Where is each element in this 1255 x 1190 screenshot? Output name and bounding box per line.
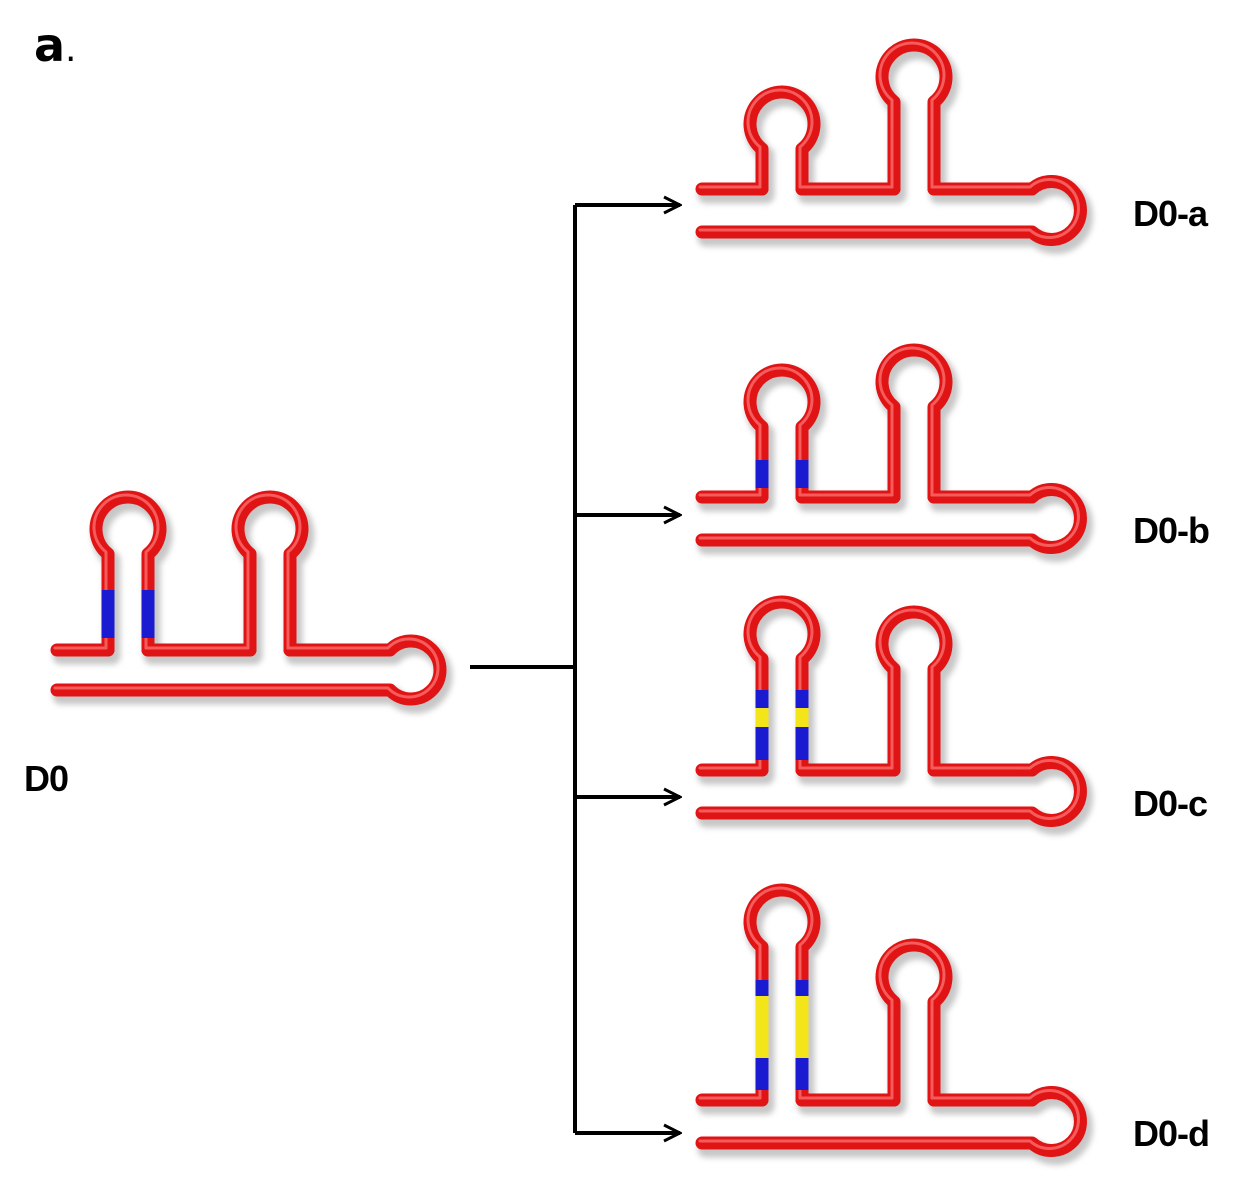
source-label: D0 (24, 758, 69, 799)
blue-segment-left (101, 590, 115, 638)
molecules (50, 38, 1093, 1165)
yellow-segment-left (755, 708, 769, 727)
blue-segment-left (755, 727, 769, 760)
blue-segment-right (795, 1058, 809, 1090)
yellow-segment-left (755, 996, 769, 1058)
yellow-segment-right (795, 708, 809, 727)
blue-segment-right (795, 980, 809, 996)
variant-label-d0-a: D0-a (1133, 193, 1208, 234)
variant-label-d0-c: D0-c (1133, 783, 1208, 824)
molecule-d0-d (695, 883, 1093, 1165)
molecule-d0 (50, 490, 453, 714)
branch-connectors (470, 205, 680, 1133)
blue-segment-left (755, 690, 769, 708)
blue-segment-right (141, 590, 155, 638)
blue-segment-left (755, 1058, 769, 1090)
blue-segment-right (795, 727, 809, 760)
blue-segment-right (795, 690, 809, 708)
panel-punct: . (65, 29, 77, 70)
blue-segment-right (795, 460, 809, 488)
molecule-d0-c (695, 595, 1093, 835)
variant-label-d0-b: D0-b (1133, 510, 1210, 551)
molecule-d0-b (695, 343, 1093, 562)
panel-letter: a (34, 18, 66, 72)
yellow-segment-right (795, 996, 809, 1058)
blue-segment-left (755, 460, 769, 488)
molecule-d0-a (695, 38, 1093, 254)
blue-segment-left (755, 980, 769, 996)
variant-label-d0-d: D0-d (1133, 1113, 1210, 1154)
panel-label: a. (34, 18, 77, 72)
